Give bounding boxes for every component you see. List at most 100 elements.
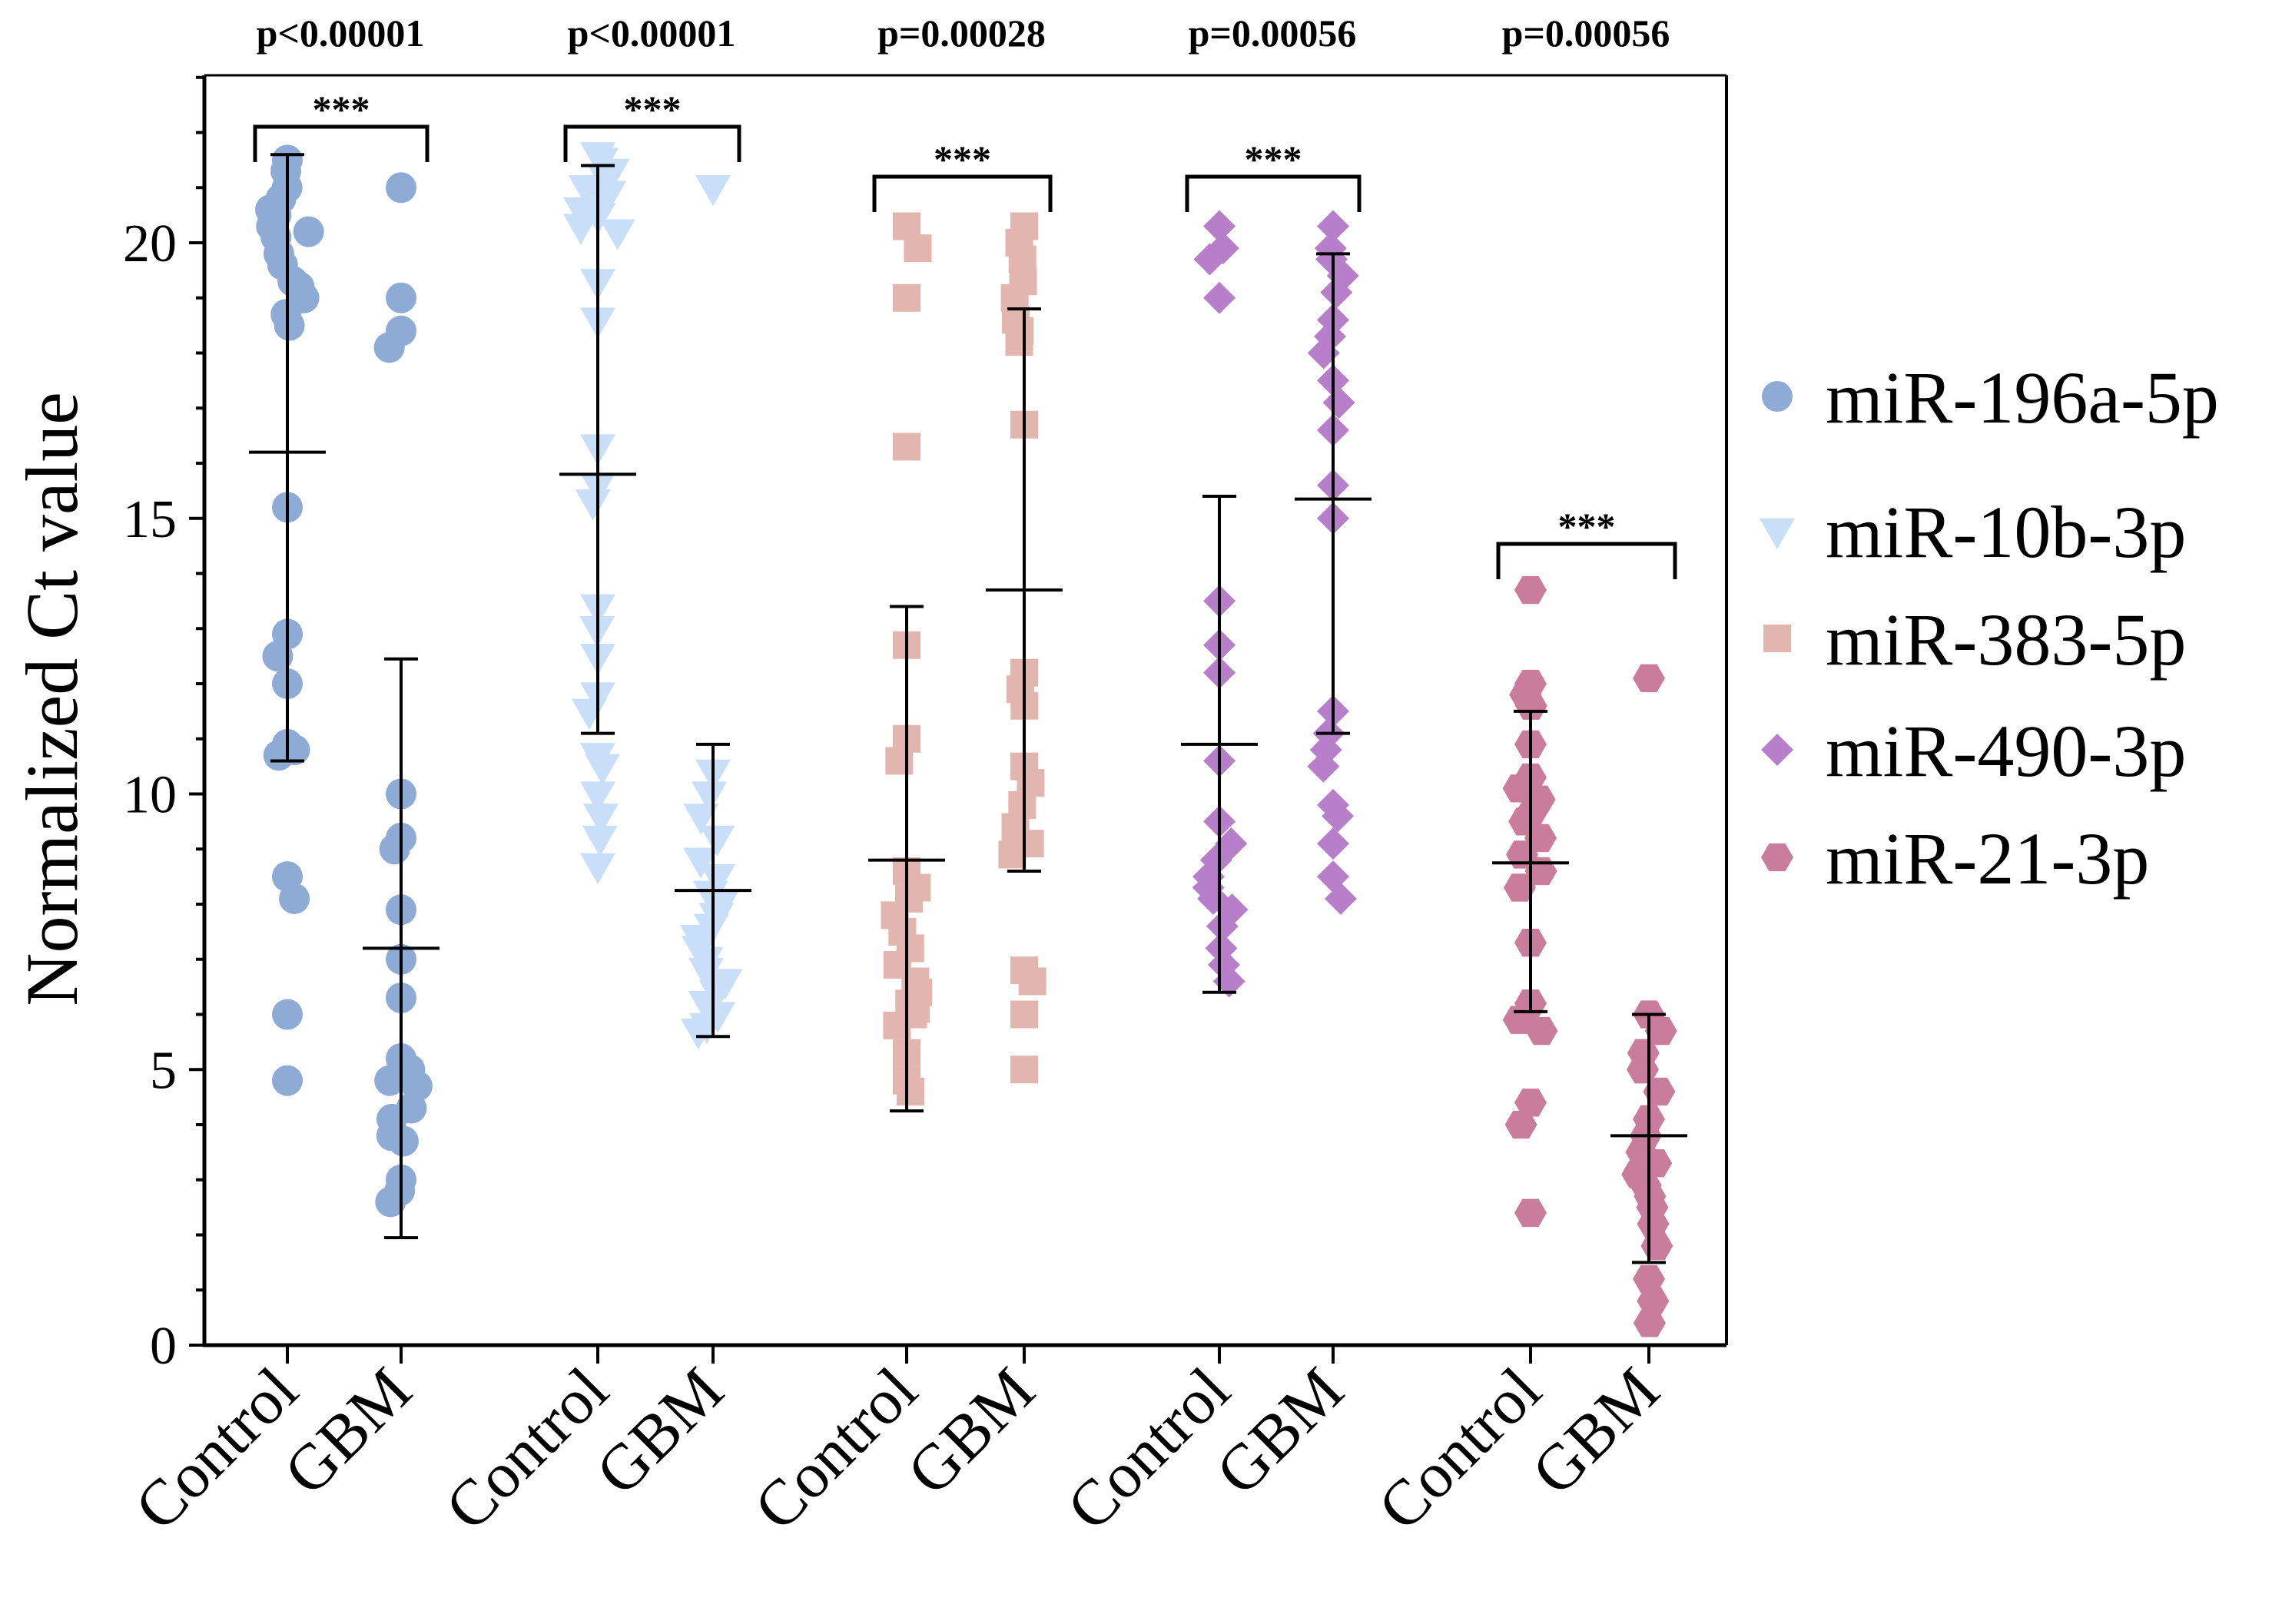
mir-21-3p-control-point (1514, 575, 1547, 605)
mir-21-3p-gbm-point (1643, 1077, 1676, 1106)
mir-490-3p-gbm-point (1317, 210, 1349, 243)
p-value-label: p=0.00028 (877, 12, 1046, 55)
mir-21-3p-control-point (1525, 1016, 1558, 1046)
mir-490-3p-control-point (1203, 210, 1236, 243)
x-category-label: GBM (1202, 1354, 1357, 1509)
mir-490-3p-control-point (1212, 965, 1245, 998)
mir-196a-5p-control-point (262, 641, 294, 672)
mir-196a-5p-gbm-point (386, 282, 416, 313)
significance-stars: *** (624, 88, 682, 131)
mir-10b-3p-gbm-point (683, 847, 719, 879)
mir-10b-3p-gbm-point (692, 781, 728, 813)
significance-bracket (1185, 174, 1362, 212)
mir-10b-3p-gbm-point (695, 175, 731, 207)
mir-10b-3p-gbm-point (680, 1018, 716, 1050)
mir-490-3p-control-point (1203, 281, 1236, 314)
y-tick-label: 0 (150, 1317, 177, 1376)
mir-10b-3p-gbm-point (683, 804, 719, 835)
data-points-layer (255, 142, 1677, 1337)
legend-label-mir-21-3p: miR-21-3p (1826, 817, 2149, 900)
mir-196a-5p-control-point (263, 740, 294, 771)
y-tick-label: 10 (123, 766, 177, 825)
mir-21-3p-gbm-point (1627, 1056, 1660, 1084)
p-value-label: p<0.00001 (568, 12, 736, 55)
legend-marker-mir-196a-5p (1762, 381, 1793, 412)
mir-490-3p-gbm-point (1320, 276, 1353, 309)
mir-21-3p-gbm-point (1644, 1016, 1677, 1046)
mir-10b-3p-control-point (571, 698, 607, 731)
mir-10b-3p-gbm-point (699, 864, 735, 896)
mir-10b-3p-gbm-point (699, 825, 735, 857)
mir-21-3p-control-point (1504, 1110, 1537, 1139)
p-value-label: p=0.00056 (1502, 12, 1670, 55)
mir-196a-5p-control-point (279, 883, 310, 914)
mir-10b-3p-control-point (582, 825, 618, 857)
p-value-label: p<0.00001 (257, 12, 425, 55)
significance-bracket (563, 124, 741, 162)
mir-383-5p-gbm-point (1010, 1056, 1038, 1084)
mir-490-3p-gbm-point (1322, 386, 1355, 419)
significance-stars: *** (1245, 138, 1302, 181)
mir-10b-3p-control-point (599, 219, 635, 250)
legend-marker-mir-21-3p (1761, 843, 1793, 872)
legend-label-mir-490-3p: miR-490-3p (1826, 710, 2186, 792)
y-ticks-layer: 0 5 10 15 20 (123, 75, 204, 1376)
error-bars-layer (249, 153, 1687, 1264)
significance-bracket (872, 174, 1053, 212)
legend-marker-mir-490-3p (1761, 734, 1793, 766)
annotations-layer: p<0.00001 *** p<0.00001 *** p=0.00028 *** p=0.… (253, 12, 1677, 579)
mir-383-5p-control-point (893, 433, 920, 461)
mir-10b-3p-control-point (582, 804, 619, 835)
y-tick-label: 20 (123, 214, 177, 273)
mir-21-3p-gbm-point (1633, 1309, 1666, 1337)
mir-10b-3p-control-point (580, 781, 615, 813)
significance-stars: *** (313, 88, 370, 131)
mir-21-3p-control-point (1514, 1198, 1547, 1227)
mir-490-3p-control-point (1193, 243, 1226, 276)
mir-383-5p-gbm-point (998, 840, 1027, 869)
mir-10b-3p-control-point (562, 214, 599, 245)
mir-10b-3p-control-point (585, 754, 621, 785)
x-category-label: GBM (1518, 1354, 1673, 1509)
y-tick-label: 15 (123, 490, 177, 549)
y-tick-label: 5 (150, 1041, 177, 1100)
mir-383-5p-control-point (893, 283, 920, 312)
mir-383-5p-control-point (885, 747, 914, 775)
mir-196a-5p-control-point (272, 1065, 303, 1096)
mir-383-5p-gbm-point (1010, 1000, 1038, 1029)
mir-196a-5p-gbm-point (387, 1125, 419, 1157)
significance-bracket (253, 124, 430, 162)
mir-21-3p-gbm-point (1633, 664, 1665, 693)
mir-196a-5p-control-point (274, 310, 305, 341)
mir-10b-3p-gbm-point (688, 958, 724, 989)
mir-383-5p-gbm-point (1018, 967, 1046, 996)
mir-196a-5p-gbm-point (374, 1065, 406, 1096)
mir-21-3p-gbm-point (1633, 1264, 1665, 1294)
mir-490-3p-control-point (1206, 910, 1239, 943)
axes-layer (202, 74, 1728, 1347)
mir-21-3p-control-point (1503, 873, 1536, 902)
mir-21-3p-gbm-point (1637, 1287, 1670, 1315)
mir-196a-5p-gbm-point (375, 1186, 406, 1218)
legend-marker-mir-383-5p (1763, 625, 1791, 652)
mir-490-3p-gbm-point (1317, 827, 1349, 860)
x-category-label: GBM (894, 1354, 1048, 1509)
x-category-label: GBM (270, 1354, 425, 1509)
x-category-label: Control (1365, 1354, 1554, 1544)
p-value-label: p=0.00056 (1189, 12, 1357, 55)
mir-10b-3p-control-point (575, 489, 611, 521)
mir-196a-5p-control-point (293, 216, 324, 247)
legend-marker-mir-10b-3p (1760, 518, 1795, 550)
mir-383-5p-gbm-point (1005, 328, 1033, 356)
mir-196a-5p-control-point (272, 999, 303, 1030)
mir-21-3p-gbm-point (1637, 1209, 1670, 1238)
mir-383-5p-control-point (896, 1077, 924, 1105)
x-category-label: GBM (582, 1354, 737, 1509)
legend: miR-196a-5p miR-10b-3p miR-383-5p miR-490-3… (1760, 356, 2219, 900)
significance-stars: *** (1558, 505, 1616, 548)
legend-label-mir-383-5p: miR-383-5p (1826, 598, 2186, 681)
mir-490-3p-gbm-point (1322, 800, 1355, 833)
